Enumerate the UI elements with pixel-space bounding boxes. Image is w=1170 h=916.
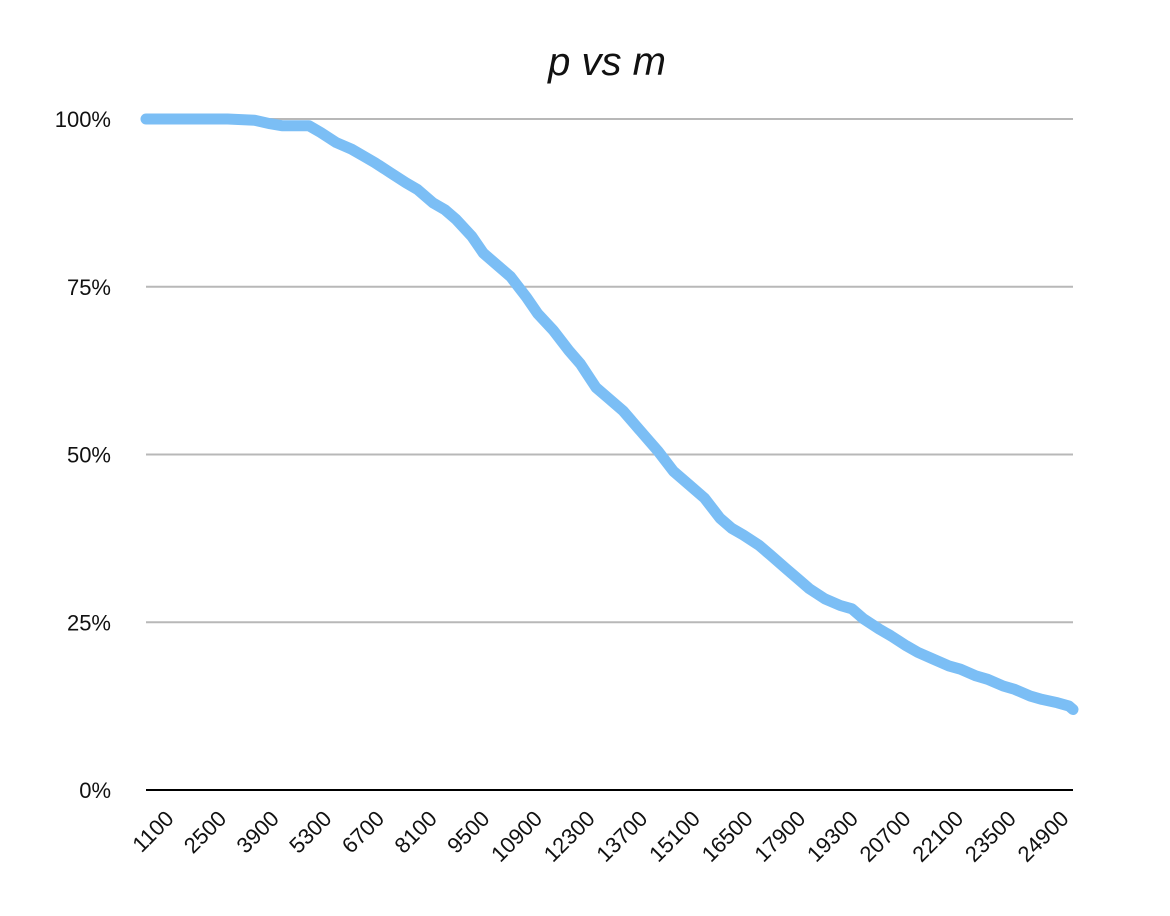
x-tick-label: 13700 bbox=[591, 806, 652, 867]
series-layer bbox=[140, 113, 1079, 715]
x-tick-label: 20700 bbox=[855, 806, 916, 867]
x-tick-label: 10900 bbox=[486, 806, 547, 867]
x-tick-label: 6700 bbox=[337, 806, 389, 858]
y-axis-ticks: 0% 25% 50% 75% 100% bbox=[55, 107, 111, 803]
chart-title: p vs m bbox=[547, 40, 666, 84]
x-axis-ticks: 1100 2500 3900 5300 6700 8100 9500109001230013… bbox=[127, 806, 1073, 867]
x-tick-label: 19300 bbox=[802, 806, 863, 867]
y-tick-label: 100% bbox=[55, 107, 111, 132]
x-tick-label: 2500 bbox=[179, 806, 231, 858]
x-tick-label: 23500 bbox=[960, 806, 1021, 867]
series-line bbox=[140, 113, 1079, 715]
x-tick-label: 17900 bbox=[749, 806, 810, 867]
x-tick-label: 24900 bbox=[1013, 806, 1074, 867]
x-tick-label: 12300 bbox=[539, 806, 600, 867]
x-tick-label: 15100 bbox=[644, 806, 705, 867]
x-tick-label: 1100 bbox=[127, 806, 178, 857]
y-tick-label: 75% bbox=[67, 275, 111, 300]
x-tick-label: 5300 bbox=[284, 806, 336, 858]
y-tick-label: 50% bbox=[67, 443, 111, 468]
y-tick-label: 0% bbox=[79, 778, 111, 803]
x-tick-label: 3900 bbox=[232, 806, 284, 858]
gridlines bbox=[146, 118, 1073, 791]
x-tick-label: 16500 bbox=[697, 806, 758, 867]
x-tick-label: 8100 bbox=[389, 806, 441, 858]
x-tick-label: 22100 bbox=[907, 806, 968, 867]
y-tick-label: 25% bbox=[67, 610, 111, 635]
